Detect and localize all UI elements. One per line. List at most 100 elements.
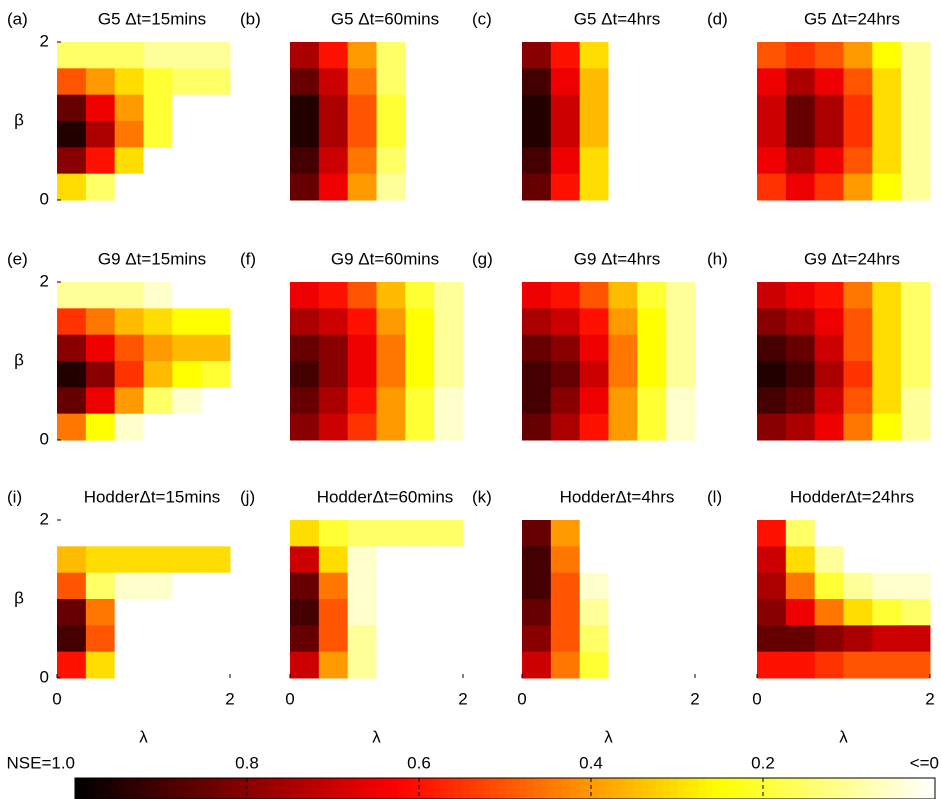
heatmap-cell [290, 599, 320, 626]
colorbar-segment [820, 778, 828, 799]
heatmap-cell [666, 121, 696, 148]
heatmap-cell [637, 651, 667, 679]
heatmap-cell [114, 68, 144, 96]
heatmap-cell [843, 651, 873, 679]
heatmap-cell [637, 68, 667, 96]
heatmap-cell [290, 121, 320, 148]
heatmap-cell [143, 625, 173, 653]
x-axis-label: λ [604, 727, 613, 746]
heatmap-cell [114, 147, 144, 175]
colorbar-segment [591, 778, 599, 799]
heatmap-cell [785, 625, 816, 653]
heatmap-cell [666, 599, 696, 626]
heatmap-cell [434, 413, 464, 441]
heatmap-cell [550, 173, 581, 201]
heatmap-cell [872, 121, 902, 148]
heatmap-cell [318, 42, 349, 69]
heatmap-cell [522, 147, 552, 175]
heatmap-cell [901, 121, 931, 148]
heatmap-cell [434, 173, 464, 201]
heatmap-cell [666, 651, 696, 679]
heatmap-cell [843, 361, 873, 388]
heatmap-cell [57, 282, 87, 309]
heatmap-cell [143, 334, 173, 362]
heatmap-cell [814, 387, 844, 415]
colorbar-segment [146, 778, 155, 799]
colorbar-tick-label: 0.2 [751, 753, 775, 772]
colorbar-segment [189, 778, 198, 799]
heatmap-cell [318, 308, 349, 336]
heatmap-cell [376, 599, 406, 626]
heatmap-cell [347, 94, 377, 122]
heatmap-cell [318, 173, 349, 201]
colorbar-segment [899, 778, 907, 799]
colorbar-segment [397, 778, 406, 799]
heatmap-cell [872, 599, 902, 626]
heatmap-cell [290, 387, 320, 415]
heatmap-cell [143, 387, 173, 415]
heatmap-cell [347, 68, 377, 96]
heatmap-cell [522, 173, 552, 201]
heatmap-cell [85, 173, 116, 201]
heatmap-cell [114, 94, 144, 122]
heatmap-cell [376, 147, 406, 175]
colorbar-segment [770, 778, 778, 799]
colorbar-segment [454, 778, 463, 799]
heatmap-cell [550, 651, 581, 679]
heatmap-cell [143, 147, 173, 175]
heatmap-cell [666, 68, 696, 96]
heatmap-cell [376, 651, 406, 679]
heatmap-cell [579, 121, 609, 148]
heatmap-cell [347, 173, 377, 201]
heatmap-cell [522, 308, 552, 336]
heatmap-cell [318, 334, 349, 362]
heatmap-cell [347, 599, 377, 626]
heatmap-cell [434, 147, 464, 175]
colorbar-segment [720, 778, 728, 799]
heatmap-cell [814, 308, 844, 336]
heatmap-cell [85, 413, 116, 441]
heatmap-cell [201, 546, 231, 574]
colorbar-segment [483, 778, 492, 799]
heatmap-cell [434, 42, 464, 69]
heatmap-cell [550, 121, 581, 148]
heatmap-cell [318, 361, 349, 388]
heatmap-cell [405, 546, 435, 574]
heatmap-cell [57, 147, 87, 175]
colorbar-segment [132, 778, 140, 799]
colorbar-segment [419, 778, 427, 799]
heatmap-cell [579, 147, 609, 175]
colorbar-segment [598, 778, 606, 799]
panel-label: (g) [472, 249, 493, 268]
heatmap-cell [522, 121, 552, 148]
heatmap-cell [318, 387, 349, 415]
panel-label: (i) [7, 487, 22, 506]
colorbar-segment [892, 778, 900, 799]
heatmap-cell [579, 282, 609, 309]
heatmap-cell [522, 282, 552, 309]
heatmap-cell [434, 308, 464, 336]
heatmap-cell [434, 387, 464, 415]
heatmap-cell [376, 68, 406, 96]
heatmap-cell [201, 387, 231, 415]
heatmap-cell [579, 94, 609, 122]
heatmap-cell [666, 282, 696, 309]
heatmap-cell [405, 121, 435, 148]
heatmap-cell [172, 121, 202, 148]
colorbar-segment [96, 778, 105, 799]
heatmap-cell [785, 599, 816, 626]
heatmap-cell [843, 599, 873, 626]
colorbar-segment [841, 778, 850, 799]
heatmap-cell [785, 361, 816, 388]
heatmap-cell [843, 520, 873, 547]
heatmap-cell [114, 173, 144, 201]
heatmap-cell [114, 361, 144, 388]
heatmap-cell [405, 599, 435, 626]
colorbar-segment [605, 778, 613, 799]
y-tick-label: 2 [40, 271, 49, 290]
x-tick-label: 0 [285, 689, 294, 708]
heatmap-cell [201, 282, 231, 309]
heatmap-cell [85, 282, 116, 309]
heatmap-cell [143, 572, 173, 600]
heatmap-cell [201, 308, 231, 336]
